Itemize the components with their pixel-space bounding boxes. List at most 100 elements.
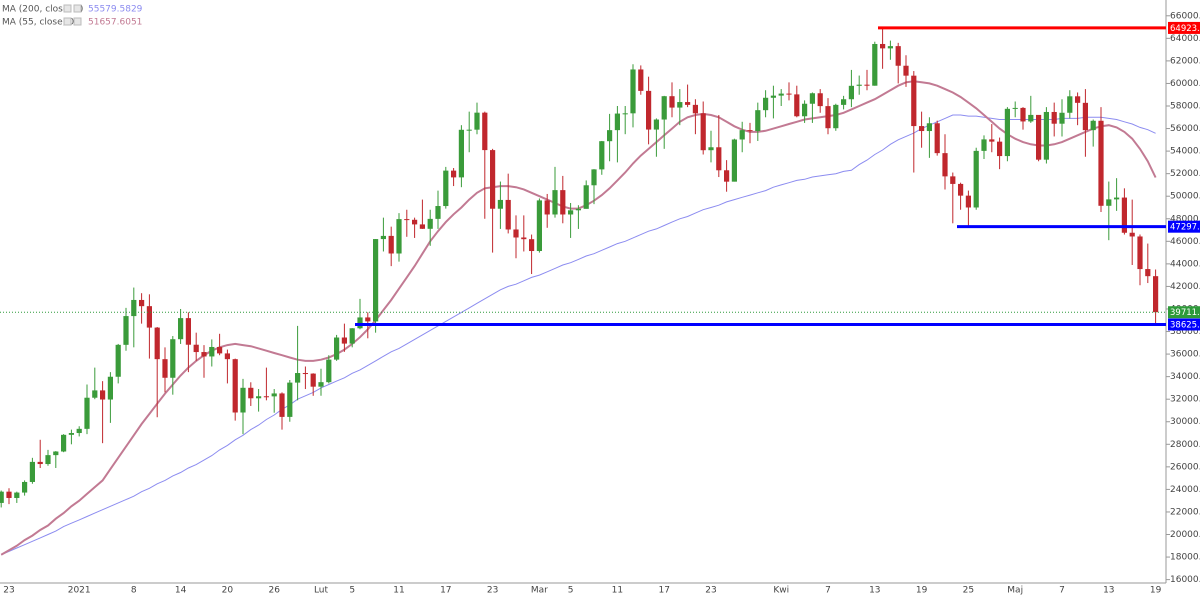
x-tick-label: Lut bbox=[314, 586, 329, 596]
y-tick-label: 20000.00 bbox=[1170, 530, 1200, 540]
candle-body bbox=[466, 129, 472, 131]
candle-body bbox=[973, 150, 979, 208]
legend-settings-icon[interactable] bbox=[63, 4, 72, 13]
candle-body bbox=[131, 299, 137, 317]
candle-body bbox=[544, 200, 550, 215]
candle-body bbox=[92, 390, 98, 398]
candle-body bbox=[575, 208, 581, 211]
candle-body bbox=[677, 102, 683, 108]
candle-body bbox=[1129, 232, 1135, 237]
candle-body bbox=[0, 491, 4, 503]
candle-body bbox=[1036, 114, 1042, 160]
legend-close-icon[interactable] bbox=[73, 17, 82, 26]
candles bbox=[0, 27, 1159, 508]
candle-body bbox=[661, 96, 667, 120]
candle-body bbox=[934, 123, 940, 154]
candle-body bbox=[419, 224, 425, 229]
candle-body bbox=[919, 126, 925, 132]
candle-body bbox=[685, 102, 691, 105]
candle-body bbox=[653, 119, 659, 130]
candle-body bbox=[583, 185, 589, 209]
candle-body bbox=[1043, 111, 1049, 160]
candle-body bbox=[6, 491, 12, 498]
level-label-box bbox=[1168, 220, 1200, 233]
x-tick-label: Kwi bbox=[773, 586, 789, 596]
candle-body bbox=[521, 237, 527, 240]
x-tick-label: 26 bbox=[268, 586, 280, 596]
candle-body bbox=[911, 75, 917, 127]
candle-body bbox=[349, 328, 355, 344]
candle-body bbox=[412, 219, 418, 225]
candle-body bbox=[591, 169, 597, 186]
x-tick-label: 19 bbox=[1150, 586, 1162, 596]
legend-close-icon[interactable] bbox=[73, 4, 82, 13]
candle-body bbox=[1153, 276, 1159, 313]
candle-body bbox=[794, 94, 800, 117]
candle-body bbox=[139, 299, 145, 307]
candle-body bbox=[435, 206, 441, 219]
candle-body bbox=[1020, 107, 1026, 122]
candle-body bbox=[154, 327, 160, 360]
candle-body bbox=[107, 376, 113, 400]
candle-body bbox=[458, 129, 464, 178]
candle-body bbox=[427, 218, 433, 229]
candle-body bbox=[232, 359, 238, 413]
y-tick-label: 24000.00 bbox=[1170, 485, 1200, 495]
candle-body bbox=[248, 387, 254, 399]
x-tick-label: 7 bbox=[825, 586, 831, 596]
candle-body bbox=[755, 110, 761, 132]
candle-body bbox=[903, 65, 909, 76]
candle-body bbox=[1121, 197, 1127, 233]
x-tick-label: 13 bbox=[869, 586, 880, 596]
y-tick-label: 48000.00 bbox=[1170, 214, 1200, 224]
candle-body bbox=[638, 69, 644, 91]
candle-body bbox=[560, 190, 566, 215]
candle-body bbox=[1051, 111, 1057, 124]
x-tick-label: 23 bbox=[3, 586, 14, 596]
candle-body bbox=[817, 93, 823, 107]
candle-body bbox=[1075, 96, 1081, 103]
candle-body bbox=[513, 229, 519, 238]
candle-body bbox=[965, 195, 971, 208]
candle-body bbox=[669, 96, 675, 108]
candle-body bbox=[505, 199, 511, 230]
candle-body bbox=[84, 397, 90, 429]
candle-body bbox=[201, 352, 207, 357]
candle-body bbox=[1145, 269, 1151, 277]
x-tick-label: 11 bbox=[612, 586, 623, 596]
x-tick-label: 17 bbox=[658, 586, 669, 596]
y-tick-label: 50000.00 bbox=[1170, 192, 1200, 202]
legend-settings-icon[interactable] bbox=[63, 17, 72, 26]
candle-body bbox=[950, 176, 956, 184]
candle-body bbox=[731, 139, 737, 182]
candle-body bbox=[380, 235, 386, 240]
legend-value: 51657.6051 bbox=[88, 18, 142, 28]
candle-body bbox=[100, 390, 106, 400]
candle-body bbox=[76, 428, 82, 434]
last-price-label: 39711.86 bbox=[1170, 308, 1200, 318]
level-label-box bbox=[1168, 21, 1200, 34]
candle-body bbox=[887, 46, 893, 49]
candle-body bbox=[14, 492, 20, 498]
candle-body bbox=[482, 112, 488, 151]
candle-body bbox=[622, 113, 628, 115]
candle-body bbox=[1004, 108, 1010, 157]
x-tick-label: 2021 bbox=[68, 586, 91, 596]
legend-value: 55579.5829 bbox=[88, 5, 143, 15]
candle-body bbox=[68, 433, 74, 435]
candle-body bbox=[146, 306, 152, 328]
y-tick-label: 46000.00 bbox=[1170, 237, 1200, 247]
y-tick-label: 34000.00 bbox=[1170, 372, 1200, 382]
y-tick-label: 44000.00 bbox=[1170, 259, 1200, 269]
candle-body bbox=[802, 103, 808, 117]
y-tick-label: 58000.00 bbox=[1170, 102, 1200, 112]
candle-body bbox=[778, 93, 784, 96]
candle-body bbox=[739, 130, 745, 140]
last-price-box bbox=[1168, 306, 1200, 319]
level-label: 38625.98 bbox=[1170, 320, 1200, 330]
y-tick-label: 30000.00 bbox=[1170, 417, 1200, 427]
candle-body bbox=[809, 93, 815, 104]
legend-label: MA (55, close, 0) bbox=[2, 18, 78, 28]
